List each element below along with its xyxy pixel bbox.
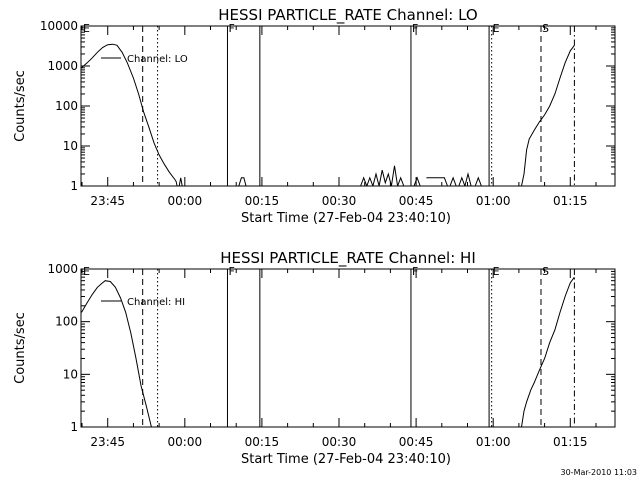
- event-marker-label: E: [493, 22, 500, 35]
- x-tick-label: 00:00: [168, 435, 203, 449]
- data-line-channel-lo: [449, 176, 457, 186]
- y-tick-label: 10000: [40, 19, 78, 33]
- event-marker-label: F: [412, 22, 418, 35]
- series-group: [81, 43, 575, 186]
- data-line-channel-hi: [521, 276, 575, 427]
- x-axis-label: Start Time (27-Feb-04 23:40:10): [241, 452, 451, 467]
- y-axis-label: Counts/sec: [13, 312, 28, 384]
- event-marker-label: E: [493, 265, 500, 278]
- x-tick-label: 00:45: [399, 435, 434, 449]
- event-marker-label: E: [83, 265, 90, 278]
- data-line-channel-lo: [360, 165, 405, 186]
- plot-timestamp: 30-Mar-2010 11:03: [561, 468, 638, 477]
- x-tick-label: 00:45: [399, 194, 434, 208]
- x-tick-label: 00:30: [322, 435, 357, 449]
- y-tick-label: 100: [55, 99, 78, 113]
- data-line-channel-hi: [81, 280, 152, 427]
- y-tick-label: 1000: [47, 262, 78, 276]
- event-marker-label: F: [228, 265, 234, 278]
- y-tick-label: 100: [55, 315, 78, 329]
- data-line-channel-lo: [458, 172, 472, 186]
- data-line-channel-lo: [426, 177, 448, 186]
- y-tick-label: 1: [70, 420, 78, 434]
- event-marker-label: S: [542, 265, 549, 278]
- data-line-channel-lo: [178, 177, 183, 186]
- x-tick-label: 00:30: [322, 194, 357, 208]
- panel-hi-channel: HESSI PARTICLE_RATE Channel: HI Start Tim…: [13, 249, 616, 467]
- y-tick-label: 10: [63, 139, 78, 153]
- x-tick-label: 01:00: [476, 194, 511, 208]
- chart-title: HESSI PARTICLE_RATE Channel: HI: [220, 249, 476, 268]
- panel-lo-channel: HESSI PARTICLE_RATE Channel: LO Start Tim…: [13, 6, 616, 226]
- data-line-channel-lo: [413, 176, 421, 186]
- y-tick-label: 1: [70, 179, 78, 193]
- event-marker-label: E: [83, 22, 90, 35]
- legend-label: Channel: HI: [127, 297, 185, 308]
- y-tick-label: 1000: [47, 59, 78, 73]
- data-line-channel-lo: [81, 43, 178, 186]
- x-axis-label: Start Time (27-Feb-04 23:40:10): [241, 211, 451, 226]
- x-tick-label: 00:00: [168, 194, 203, 208]
- event-marker-label: S: [542, 22, 549, 35]
- x-tick-label: 23:45: [90, 194, 125, 208]
- x-tick-label: 01:15: [553, 194, 588, 208]
- x-tick-label: 00:15: [245, 435, 280, 449]
- event-marker-label: F: [228, 22, 234, 35]
- plot-frame: [80, 268, 616, 428]
- y-axis-label: Counts/sec: [13, 70, 28, 142]
- data-line-channel-lo: [521, 45, 575, 186]
- event-marker-label: F: [412, 265, 418, 278]
- x-tick-label: 01:00: [476, 435, 511, 449]
- x-tick-label: 01:15: [553, 435, 588, 449]
- plot-frame: [80, 25, 616, 187]
- legend-label: Channel: LO: [127, 54, 188, 65]
- x-tick-label: 00:15: [245, 194, 280, 208]
- data-line-channel-lo: [238, 177, 247, 186]
- x-tick-label: 23:45: [90, 435, 125, 449]
- series-group: [81, 276, 575, 427]
- chart-title: HESSI PARTICLE_RATE Channel: LO: [218, 6, 477, 25]
- data-line-channel-lo: [474, 176, 482, 186]
- y-tick-label: 10: [63, 367, 78, 381]
